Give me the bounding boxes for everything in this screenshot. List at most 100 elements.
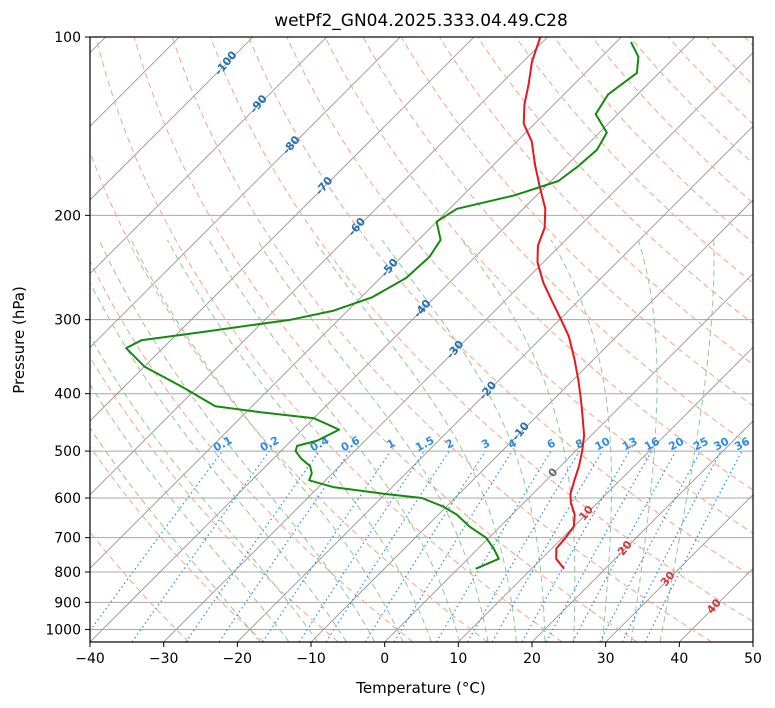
- isotherm-line: [605, 494, 753, 642]
- moist-adiabat-line: [659, 239, 715, 642]
- dry-adiabat-line: [248, 37, 753, 578]
- dry-adiabat-line: [210, 37, 753, 623]
- dry-adiabat-label: -30: [444, 338, 467, 362]
- dry-adiabat-line: [591, 37, 753, 204]
- isotherm-line: [752, 641, 753, 642]
- isotherm-line: [237, 125, 753, 642]
- mixing-ratio-line: [435, 450, 552, 642]
- isotherm-line: [384, 273, 753, 642]
- mixing-ratio-line: [521, 450, 631, 642]
- moist-adiabat-label: 10: [576, 503, 596, 523]
- dry-adiabat-line: [90, 445, 264, 642]
- dry-adiabat-line: [629, 37, 753, 165]
- dry-adiabat-line: [668, 37, 753, 125]
- y-axis: 1000 900 800 700 600 500 400 300 200 100: [45, 30, 90, 638]
- mixing-ratio-label: 25: [691, 435, 711, 454]
- x-tick-label: 20: [523, 651, 541, 667]
- moist-adiabat-line: [90, 383, 290, 642]
- x-axis-title: Temperature (°C): [355, 679, 485, 697]
- mixing-ratio-line: [644, 450, 743, 642]
- y-tick-label: 400: [54, 387, 81, 403]
- mixing-ratio-line: [572, 450, 677, 642]
- temperature-profile-line: [522, 37, 586, 570]
- dry-adiabat-line: [400, 37, 753, 407]
- x-tick-label: −40: [75, 651, 105, 667]
- moist-adiabat-line: [208, 239, 461, 642]
- x-tick-label: 10: [449, 651, 467, 667]
- isopleth-labels: 0.1 0.2 0.4 0.6 1 1.5 2 3 4 6 8 10 13 16 20 25 30 36-100-…: [211, 48, 752, 616]
- dry-adiabat-line: [515, 37, 753, 284]
- chart-title: wetPf2_GN04.2025.333.04.49.C28: [274, 11, 568, 31]
- dry-adiabat-line: [133, 37, 638, 642]
- background-lines: [90, 37, 753, 642]
- x-tick-label: −30: [149, 651, 179, 667]
- y-tick-label: 100: [54, 30, 81, 46]
- dry-adiabat-line: [90, 259, 414, 642]
- dry-adiabat-label: -70: [313, 174, 336, 198]
- mixing-ratio-label: 10: [593, 435, 613, 454]
- y-tick-label: 800: [54, 565, 81, 581]
- mixing-ratio-label: 20: [666, 435, 686, 454]
- mixing-ratio-line: [298, 450, 425, 642]
- mixing-ratio-label: 3: [479, 436, 492, 451]
- y-tick-label: 200: [54, 208, 81, 224]
- x-tick-label: −20: [223, 651, 253, 667]
- mixing-ratio-line: [90, 450, 223, 632]
- mixing-ratio-label: 13: [620, 435, 640, 454]
- dry-adiabat-line: [553, 37, 753, 244]
- y-tick-label: 600: [54, 491, 81, 507]
- dry-adiabat-label: -50: [378, 256, 401, 280]
- isotherm-line: [531, 420, 753, 642]
- moist-adiabat-line: [98, 239, 376, 642]
- moist-adiabat-label: 40: [704, 596, 724, 616]
- isotherm-line: [90, 37, 548, 496]
- moist-adiabat-line: [461, 239, 576, 642]
- moist-adiabat-line: [166, 239, 432, 642]
- mixing-ratio-line: [545, 450, 653, 642]
- y-tick-label: 300: [54, 313, 81, 329]
- mixing-ratio-label: 30: [712, 435, 732, 454]
- isotherm-line: [90, 37, 254, 201]
- isotherm-line: [679, 567, 753, 642]
- dry-adiabat-line: [706, 37, 753, 86]
- dry-adiabat-line: [90, 356, 339, 642]
- dry-adiabat-line: [477, 37, 753, 325]
- mixing-ratio-line: [131, 450, 270, 642]
- mixing-ratio-line: [599, 450, 702, 642]
- mixing-ratio-label: 16: [642, 435, 662, 454]
- dry-adiabat-line: [90, 150, 488, 642]
- moist-adiabat-label: 0: [546, 465, 561, 479]
- moist-adiabat-line: [90, 281, 347, 642]
- dry-adiabat-label: -20: [477, 378, 500, 402]
- mixing-ratio-line: [364, 450, 486, 642]
- profile-series: [125, 37, 640, 570]
- y-tick-label: 900: [54, 595, 81, 611]
- x-tick-label: 50: [744, 651, 762, 667]
- dry-adiabat-label: -60: [345, 215, 368, 239]
- mixing-ratio-line: [185, 450, 320, 642]
- dewpoint-profile-line: [125, 41, 640, 570]
- dry-adiabat-label: -40: [411, 297, 434, 321]
- moist-adiabat-line: [130, 239, 404, 642]
- dry-adiabat-line: [90, 531, 190, 642]
- x-tick-label: 0: [380, 651, 389, 667]
- mixing-ratio-line: [218, 450, 351, 642]
- mixing-ratio-line: [466, 450, 580, 642]
- isotherm-line: [458, 346, 753, 642]
- dry-adiabat-label: -90: [247, 92, 270, 116]
- moist-adiabat-line: [90, 335, 319, 642]
- y-tick-label: 500: [54, 444, 81, 460]
- isotherm-line: [90, 37, 696, 642]
- moist-adiabat-label: 20: [615, 538, 635, 558]
- dry-adiabat-line: [95, 37, 563, 642]
- x-tick-label: −10: [296, 651, 326, 667]
- x-tick-label: 30: [597, 651, 615, 667]
- dry-adiabat-line: [324, 37, 753, 491]
- dry-adiabat-line: [744, 37, 753, 47]
- moist-adiabat-line: [313, 239, 517, 642]
- mixing-ratio-label: 36: [732, 435, 752, 454]
- y-tick-label: 1000: [45, 622, 81, 638]
- y-tick-label: 700: [54, 531, 81, 547]
- moist-adiabat-line: [256, 239, 489, 642]
